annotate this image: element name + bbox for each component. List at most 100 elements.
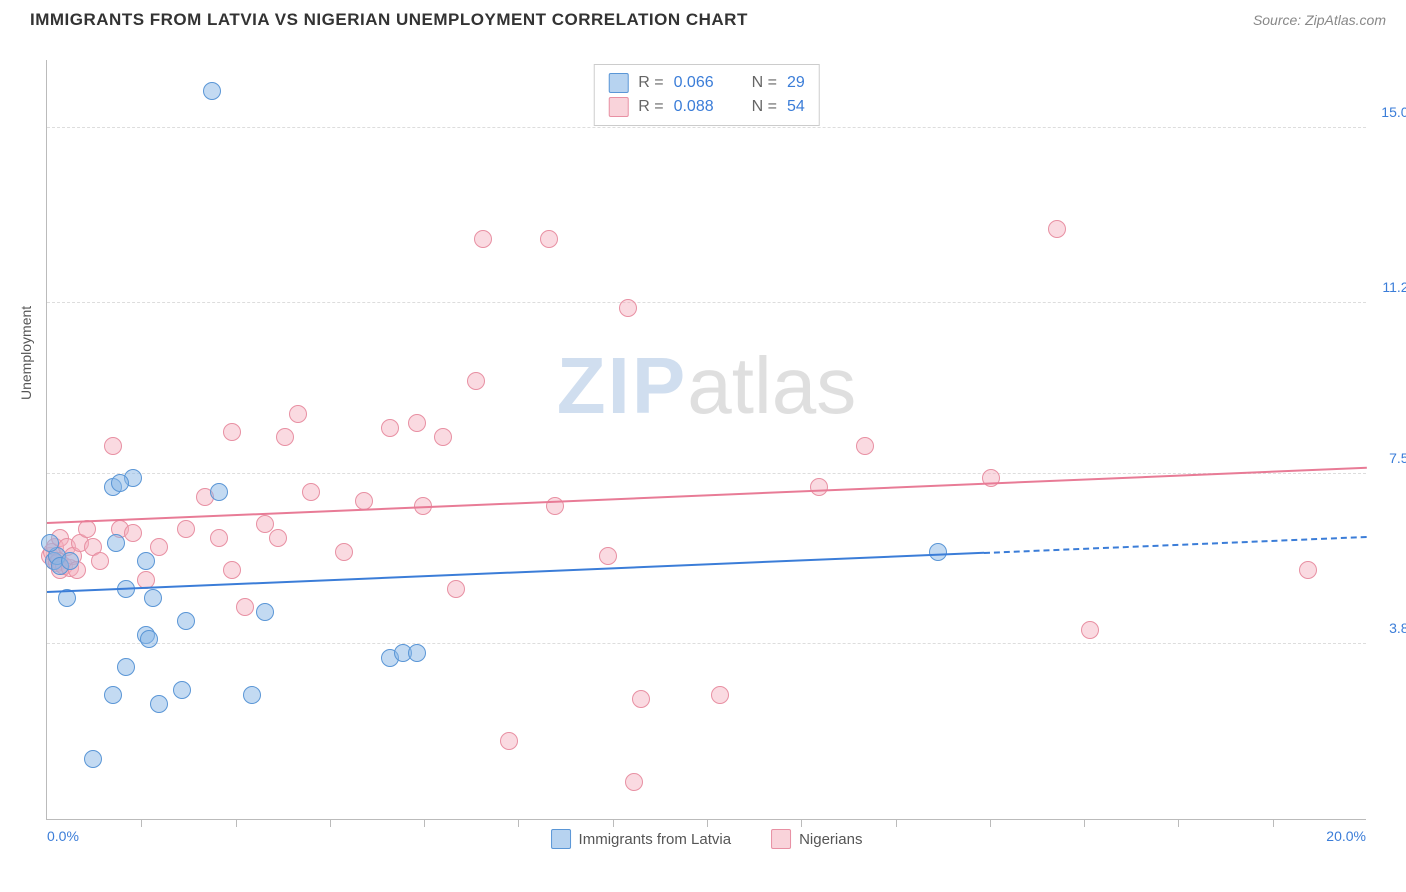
gridline: [47, 643, 1366, 644]
data-point-nigerian: [381, 419, 399, 437]
data-point-nigerian: [335, 543, 353, 561]
x-tick: [1084, 819, 1085, 827]
legend-item-nigerian: Nigerians: [771, 829, 862, 849]
data-point-latvia: [173, 681, 191, 699]
data-point-nigerian: [269, 529, 287, 547]
gridline: [47, 473, 1366, 474]
x-tick: [896, 819, 897, 827]
y-tick-label: 3.8%: [1389, 620, 1406, 636]
swatch-pink: [771, 829, 791, 849]
data-point-nigerian: [91, 552, 109, 570]
trendline-nigerian: [47, 467, 1367, 524]
data-point-latvia: [256, 603, 274, 621]
trendline-latvia: [47, 552, 984, 593]
legend-label-latvia: Immigrants from Latvia: [579, 831, 732, 848]
data-point-latvia: [84, 750, 102, 768]
y-axis-label: Unemployment: [18, 306, 34, 400]
data-point-nigerian: [810, 478, 828, 496]
data-point-latvia: [243, 686, 261, 704]
data-point-nigerian: [276, 428, 294, 446]
data-point-latvia: [104, 686, 122, 704]
data-point-nigerian: [619, 299, 637, 317]
data-point-nigerian: [177, 520, 195, 538]
data-point-nigerian: [500, 732, 518, 750]
x-tick: [990, 819, 991, 827]
data-point-nigerian: [711, 686, 729, 704]
x-tick: [707, 819, 708, 827]
legend-r-key: R =: [638, 74, 663, 92]
y-tick-label: 11.2%: [1382, 279, 1406, 295]
data-point-nigerian: [408, 414, 426, 432]
data-point-nigerian: [150, 538, 168, 556]
legend-n-key: N =: [752, 98, 777, 116]
data-point-latvia: [210, 483, 228, 501]
legend-r-blue: 0.066: [674, 74, 714, 92]
data-point-latvia: [144, 589, 162, 607]
correlation-legend: R = 0.066 N = 29 R = 0.088 N = 54: [593, 64, 820, 126]
data-point-latvia: [177, 612, 195, 630]
data-point-nigerian: [625, 773, 643, 791]
legend-row-nigerian: R = 0.088 N = 54: [608, 95, 805, 119]
legend-item-latvia: Immigrants from Latvia: [551, 829, 732, 849]
data-point-nigerian: [467, 372, 485, 390]
data-point-nigerian: [124, 524, 142, 542]
y-tick-label: 7.5%: [1389, 450, 1406, 466]
swatch-blue: [608, 73, 628, 93]
data-point-nigerian: [856, 437, 874, 455]
x-tick: [518, 819, 519, 827]
data-point-nigerian: [540, 230, 558, 248]
data-point-latvia: [929, 543, 947, 561]
x-tick: [424, 819, 425, 827]
x-tick: [141, 819, 142, 827]
y-tick-label: 15.0%: [1381, 104, 1406, 120]
legend-n-pink: 54: [787, 98, 805, 116]
chart-title: IMMIGRANTS FROM LATVIA VS NIGERIAN UNEMP…: [30, 10, 748, 30]
gridline: [47, 302, 1366, 303]
data-point-nigerian: [223, 561, 241, 579]
data-point-latvia: [111, 474, 129, 492]
data-point-nigerian: [210, 529, 228, 547]
x-tick: [1273, 819, 1274, 827]
watermark-atlas: atlas: [687, 341, 856, 430]
data-point-latvia: [150, 695, 168, 713]
legend-row-latvia: R = 0.066 N = 29: [608, 71, 805, 95]
data-point-nigerian: [447, 580, 465, 598]
data-point-nigerian: [223, 423, 241, 441]
data-point-latvia: [41, 534, 59, 552]
swatch-blue: [551, 829, 571, 849]
data-point-nigerian: [599, 547, 617, 565]
data-point-latvia: [203, 82, 221, 100]
data-point-nigerian: [236, 598, 254, 616]
x-tick: [330, 819, 331, 827]
legend-n-blue: 29: [787, 74, 805, 92]
watermark: ZIPatlas: [557, 340, 856, 432]
data-point-nigerian: [289, 405, 307, 423]
scatter-chart: ZIPatlas R = 0.066 N = 29 R = 0.088 N = …: [46, 60, 1366, 820]
legend-label-nigerian: Nigerians: [799, 831, 862, 848]
x-axis-max: 20.0%: [1326, 828, 1366, 844]
data-point-nigerian: [1081, 621, 1099, 639]
source-attribution: Source: ZipAtlas.com: [1253, 12, 1386, 28]
data-point-latvia: [117, 658, 135, 676]
swatch-pink: [608, 97, 628, 117]
legend-r-key: R =: [638, 98, 663, 116]
data-point-latvia: [107, 534, 125, 552]
x-tick: [236, 819, 237, 827]
data-point-nigerian: [474, 230, 492, 248]
legend-r-pink: 0.088: [674, 98, 714, 116]
data-point-nigerian: [1048, 220, 1066, 238]
data-point-latvia: [61, 552, 79, 570]
x-tick: [1178, 819, 1179, 827]
data-point-nigerian: [104, 437, 122, 455]
trendline-latvia: [984, 536, 1367, 554]
x-tick: [801, 819, 802, 827]
legend-n-key: N =: [752, 74, 777, 92]
data-point-nigerian: [1299, 561, 1317, 579]
data-point-latvia: [408, 644, 426, 662]
gridline: [47, 127, 1366, 128]
series-legend: Immigrants from Latvia Nigerians: [551, 829, 863, 849]
data-point-latvia: [140, 630, 158, 648]
data-point-nigerian: [434, 428, 452, 446]
data-point-nigerian: [302, 483, 320, 501]
data-point-latvia: [137, 552, 155, 570]
